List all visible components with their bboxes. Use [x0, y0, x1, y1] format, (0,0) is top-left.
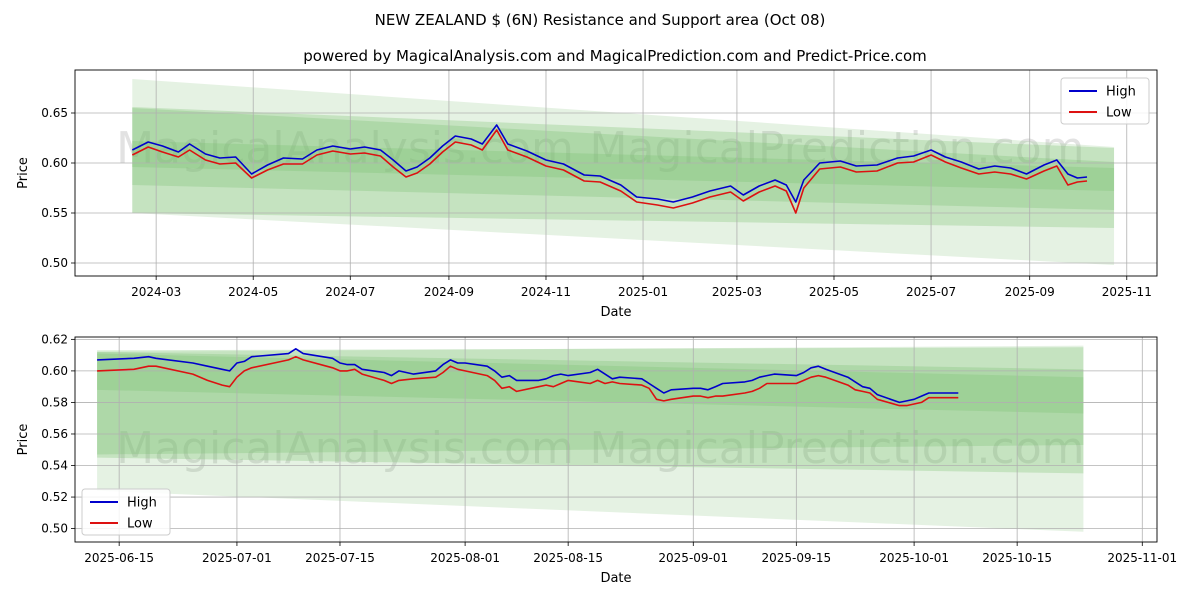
x-tick-label: 2025-11-01: [1107, 551, 1177, 565]
watermark-text: MagicalPrediction.com: [590, 123, 1085, 174]
support-resistance-band: [97, 347, 1084, 474]
axes-frame: [74, 69, 1158, 277]
y-tick-label: 0.54: [41, 459, 68, 473]
panel-top: MagicalAnalysis.com MagicalPrediction.com…: [16, 69, 1158, 324]
x-tick-label: 2024-07: [325, 285, 375, 299]
x-tick-label: 2025-05: [809, 285, 859, 299]
chart-subtitle: powered by MagicalAnalysis.com and Magic…: [303, 47, 927, 65]
x-tick-label: 2024-11: [521, 285, 571, 299]
x-tick-label: 2025-09-15: [761, 551, 831, 565]
y-tick-label: 0.62: [41, 332, 68, 346]
x-tick-label: 2025-03: [712, 285, 762, 299]
y-tick-label: 0.56: [41, 427, 68, 441]
support-resistance-band: [132, 141, 1115, 191]
x-tick-label: 2025-10-15: [982, 551, 1052, 565]
x-axis-label: Date: [600, 571, 631, 586]
series-group: [97, 348, 959, 407]
legend-label-high: High: [127, 496, 157, 511]
grid: [75, 337, 1157, 542]
series-group: [131, 124, 1088, 214]
x-axis-label: Date: [600, 305, 631, 320]
legend: High Low: [81, 488, 171, 536]
legend-label-low: Low: [1106, 106, 1132, 121]
y-tick-label: 0.60: [41, 364, 68, 378]
series-line-high: [131, 124, 1088, 203]
x-tick-label: 2025-11: [1102, 285, 1152, 299]
x-tick-label: 2025-07-15: [305, 551, 375, 565]
series-line-low: [131, 129, 1088, 214]
band-group: [132, 79, 1115, 265]
y-tick-label: 0.52: [41, 490, 68, 504]
x-tick-label: 2025-06-15: [84, 551, 154, 565]
support-resistance-band: [132, 107, 1115, 228]
y-tick-label: 0.60: [41, 156, 68, 170]
x-tick-label: 2025-07-01: [202, 551, 272, 565]
y-axis-label: Price: [16, 424, 31, 456]
legend: High Low: [1060, 77, 1150, 125]
x-tick-label: 2025-07: [906, 285, 956, 299]
x-tick-label: 2025-01: [618, 285, 668, 299]
x-tick-label: 2024-03: [131, 285, 181, 299]
y-tick-label: 0.50: [41, 256, 68, 270]
chart-title: NEW ZEALAND $ (6N) Resistance and Suppor…: [375, 11, 826, 29]
grid: [75, 70, 1157, 276]
series-line-low: [97, 355, 959, 407]
series-line-high: [97, 348, 959, 404]
panel-bottom: MagicalAnalysis.com MagicalPrediction.com…: [16, 332, 1177, 586]
legend-label-low: Low: [127, 517, 153, 532]
support-resistance-band: [97, 345, 1084, 532]
x-tick-label: 2025-09: [1005, 285, 1055, 299]
support-resistance-band: [132, 108, 1115, 210]
x-tick-label: 2025-10-01: [879, 551, 949, 565]
support-resistance-band: [97, 351, 1084, 455]
y-axis-label: Price: [16, 157, 31, 189]
x-tick-label: 2024-05: [228, 285, 278, 299]
y-tick-label: 0.50: [41, 522, 68, 536]
y-tick-label: 0.65: [41, 106, 68, 120]
x-tick-label: 2025-08-01: [430, 551, 500, 565]
axes-frame: [74, 336, 1158, 543]
x-tick-label: 2025-09-01: [658, 551, 728, 565]
y-tick-label: 0.55: [41, 206, 68, 220]
band-group: [97, 345, 1084, 532]
support-resistance-band: [132, 79, 1115, 265]
x-tick-label: 2024-09: [424, 285, 474, 299]
legend-label-high: High: [1106, 85, 1136, 100]
y-tick-label: 0.58: [41, 395, 68, 409]
x-tick-label: 2025-08-15: [533, 551, 603, 565]
watermark-text: MagicalPrediction.com: [590, 273, 1085, 324]
watermark-text: MagicalAnalysis.com: [116, 273, 574, 324]
